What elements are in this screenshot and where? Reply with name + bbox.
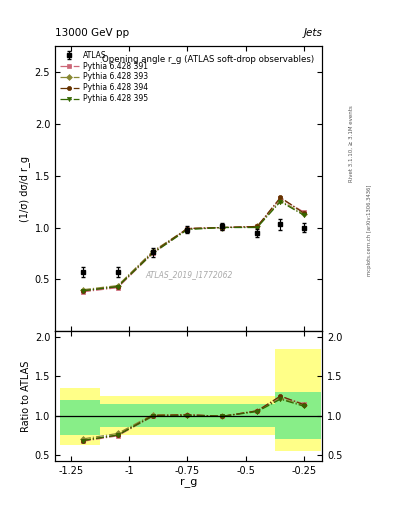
Pythia 6.428 394 xyxy=(81,288,85,294)
Text: ATLAS_2019_I1772062: ATLAS_2019_I1772062 xyxy=(145,270,232,279)
Y-axis label: (1/σ) dσ/d r_g: (1/σ) dσ/d r_g xyxy=(20,156,31,222)
Y-axis label: Ratio to ATLAS: Ratio to ATLAS xyxy=(20,360,31,432)
Pythia 6.428 391 xyxy=(278,196,283,202)
Pythia 6.428 391 xyxy=(150,250,155,257)
Pythia 6.428 393 xyxy=(185,225,190,231)
Pythia 6.428 395 xyxy=(116,284,120,290)
Pythia 6.428 394 xyxy=(150,249,155,255)
Pythia 6.428 395 xyxy=(150,250,155,257)
Legend: ATLAS, Pythia 6.428 391, Pythia 6.428 393, Pythia 6.428 394, Pythia 6.428 395: ATLAS, Pythia 6.428 391, Pythia 6.428 39… xyxy=(57,48,150,105)
Pythia 6.428 391 xyxy=(81,289,85,295)
Pythia 6.428 393 xyxy=(150,248,155,254)
Pythia 6.428 394 xyxy=(116,284,120,290)
Text: 13000 GeV pp: 13000 GeV pp xyxy=(55,28,129,38)
Pythia 6.428 391 xyxy=(255,223,259,229)
Line: Pythia 6.428 391: Pythia 6.428 391 xyxy=(81,197,306,294)
Pythia 6.428 393 xyxy=(255,223,259,229)
Text: Opening angle r_g (ATLAS soft-drop observables): Opening angle r_g (ATLAS soft-drop obser… xyxy=(102,55,314,63)
Pythia 6.428 395 xyxy=(255,224,259,230)
Pythia 6.428 394 xyxy=(255,223,259,229)
Pythia 6.428 393 xyxy=(116,283,120,289)
Pythia 6.428 395 xyxy=(278,199,283,205)
Pythia 6.428 391 xyxy=(116,285,120,291)
Text: Jets: Jets xyxy=(303,28,322,38)
Pythia 6.428 394 xyxy=(278,195,283,201)
Pythia 6.428 395 xyxy=(220,224,225,230)
Pythia 6.428 394 xyxy=(301,210,306,216)
Line: Pythia 6.428 393: Pythia 6.428 393 xyxy=(81,199,306,292)
Pythia 6.428 391 xyxy=(185,225,190,231)
Pythia 6.428 395 xyxy=(185,226,190,232)
Pythia 6.428 391 xyxy=(301,209,306,215)
Pythia 6.428 395 xyxy=(301,212,306,218)
Pythia 6.428 393 xyxy=(278,198,283,204)
Pythia 6.428 394 xyxy=(185,225,190,231)
Pythia 6.428 393 xyxy=(220,224,225,230)
Text: Rivet 3.1.10, ≥ 3.1M events: Rivet 3.1.10, ≥ 3.1M events xyxy=(349,105,354,182)
X-axis label: r_g: r_g xyxy=(180,478,197,488)
Line: Pythia 6.428 395: Pythia 6.428 395 xyxy=(81,200,306,293)
Pythia 6.428 391 xyxy=(220,224,225,230)
Line: Pythia 6.428 394: Pythia 6.428 394 xyxy=(81,196,306,293)
Pythia 6.428 394 xyxy=(220,224,225,230)
Pythia 6.428 393 xyxy=(301,211,306,217)
Pythia 6.428 393 xyxy=(81,287,85,293)
Text: mcplots.cern.ch [arXiv:1306.3436]: mcplots.cern.ch [arXiv:1306.3436] xyxy=(367,185,372,276)
Pythia 6.428 395 xyxy=(81,288,85,294)
